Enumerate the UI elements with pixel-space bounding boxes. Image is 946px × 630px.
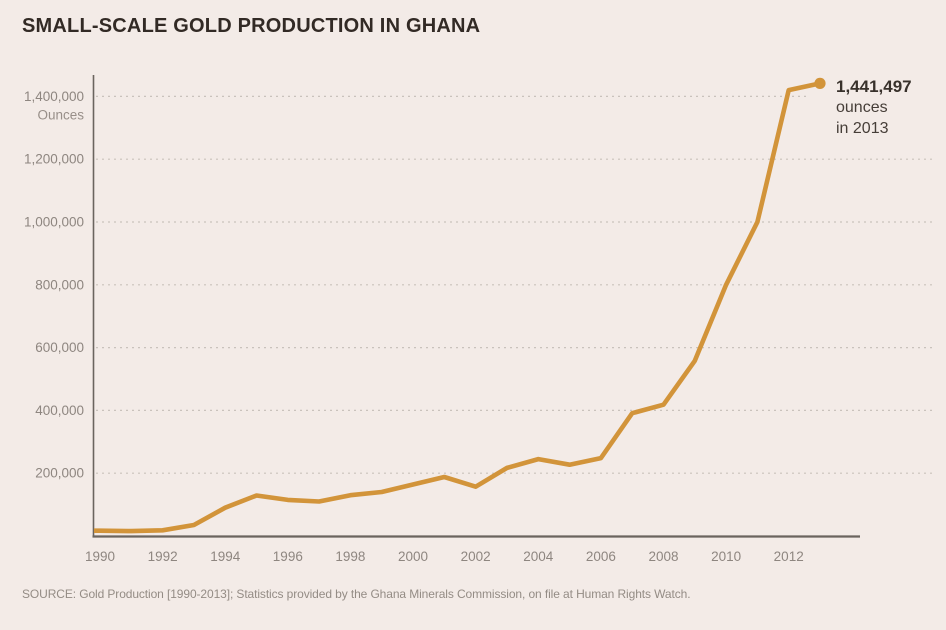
production-line [94, 81, 821, 534]
annotation-value: 1,441,497 [836, 77, 912, 96]
y-tick-label: 400,000 [35, 403, 84, 418]
x-tick-label: 2008 [648, 549, 678, 564]
annotation-year: in 2013 [836, 120, 889, 137]
chart-title: SMALL-SCALE GOLD PRODUCTION IN GHANA [22, 15, 481, 37]
x-tick-label: 1990 [85, 549, 115, 564]
y-tick-label: 1,000,000 [24, 215, 84, 230]
x-tick-label: 2000 [398, 549, 428, 564]
y-tick-label: 800,000 [35, 277, 84, 292]
data-point-2013 [814, 77, 826, 89]
annotation-2013: 1,441,497 ounces in 2013 [836, 76, 912, 139]
x-tick-label: 2002 [461, 549, 491, 564]
y-tick-label: 600,000 [35, 340, 84, 355]
x-tick-label: 2012 [774, 549, 804, 564]
x-tick-label: 1992 [148, 549, 178, 564]
source-note: SOURCE: Gold Production [1990-2013]; Sta… [22, 587, 691, 601]
annotation-unit: ounces [836, 99, 888, 116]
y-tick-label: 200,000 [35, 466, 84, 481]
x-tick-label: 2010 [711, 549, 741, 564]
x-tick-label: 2004 [523, 549, 554, 564]
x-tick-label: 1994 [210, 549, 241, 564]
y-tick-label: 1,400,000 [24, 89, 84, 104]
x-tick-label: 2006 [586, 549, 616, 564]
y-axis-unit-label: Ounces [37, 107, 84, 122]
x-tick-label: 1998 [335, 549, 365, 564]
x-tick-label: 1996 [273, 549, 303, 564]
y-tick-label: 1,200,000 [24, 152, 84, 167]
